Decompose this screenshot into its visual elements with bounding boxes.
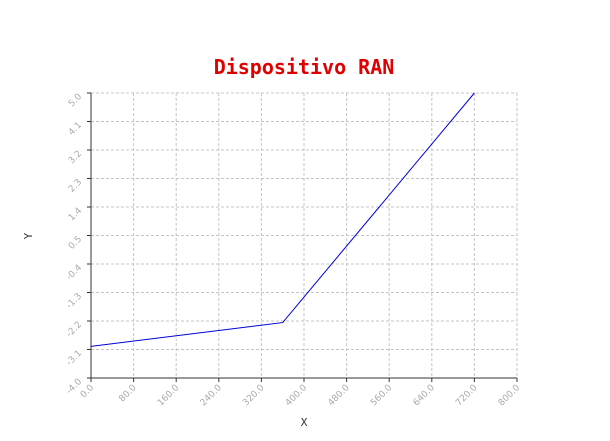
x-tick-label: 800.0 xyxy=(497,383,522,408)
x-tick-label: 560.0 xyxy=(369,383,394,408)
y-tick-label: 2.3 xyxy=(67,178,84,195)
y-tick-label: -1.3 xyxy=(65,292,84,311)
x-tick-label: 160.0 xyxy=(156,383,181,408)
y-tick-label: -0.4 xyxy=(65,263,85,283)
y-tick-label: -2.2 xyxy=(65,320,84,339)
x-tick-label: 80.0 xyxy=(117,383,138,404)
x-tick-label: 640.0 xyxy=(412,383,437,408)
y-tick-label: 4.1 xyxy=(67,121,84,138)
x-tick-label: 480.0 xyxy=(326,383,351,408)
x-tick-label: 400.0 xyxy=(284,383,309,408)
chart-title: Dispositivo RAN xyxy=(214,55,395,79)
y-tick-label: 0.5 xyxy=(67,235,84,252)
series-line-0 xyxy=(90,92,475,347)
y-axis-label: Y xyxy=(22,232,35,239)
y-tick-label: 3.2 xyxy=(67,149,84,166)
x-axis-label: X xyxy=(301,416,308,429)
y-tick-label: 5.0 xyxy=(67,92,84,109)
y-tick-label: 1.4 xyxy=(67,206,84,223)
x-tick-label: 720.0 xyxy=(454,383,479,408)
x-tick-label: 240.0 xyxy=(199,383,224,408)
x-tick-label: 320.0 xyxy=(241,383,266,408)
y-tick-label: -3.1 xyxy=(65,349,84,368)
